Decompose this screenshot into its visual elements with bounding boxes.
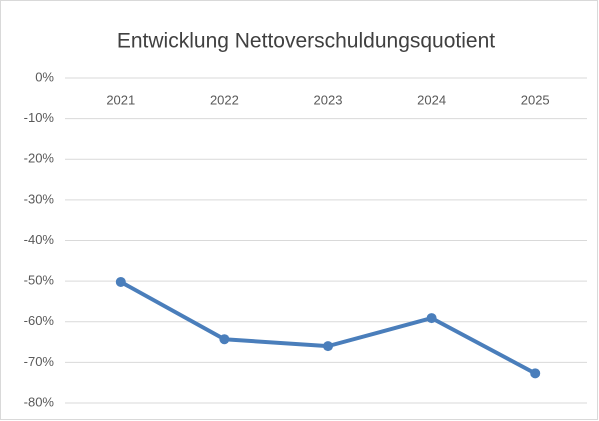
data-point <box>530 368 541 379</box>
y-tick-label: -40% <box>24 232 55 247</box>
x-tick-label: 2023 <box>314 92 343 107</box>
data-point <box>323 341 333 352</box>
x-tick-label: 2024 <box>417 92 446 107</box>
y-tick-label: -50% <box>24 273 55 288</box>
data-point <box>115 276 126 287</box>
y-tick-label: -10% <box>24 110 55 125</box>
y-tick-label: -30% <box>24 191 55 206</box>
y-tick-label: -80% <box>24 394 55 409</box>
y-tick-label: -20% <box>24 151 55 166</box>
data-point <box>426 313 437 324</box>
y-tick-label: -70% <box>24 354 55 369</box>
x-tick-label: 2025 <box>521 92 550 107</box>
chart-title: Entwicklung Nettoverschuldungsquotient <box>117 30 495 53</box>
y-tick-label: 0% <box>35 69 54 84</box>
y-tick-label: -60% <box>24 313 55 328</box>
x-tick-label: 2022 <box>210 92 239 107</box>
data-point <box>219 334 230 345</box>
x-tick-label: 2021 <box>106 92 135 107</box>
